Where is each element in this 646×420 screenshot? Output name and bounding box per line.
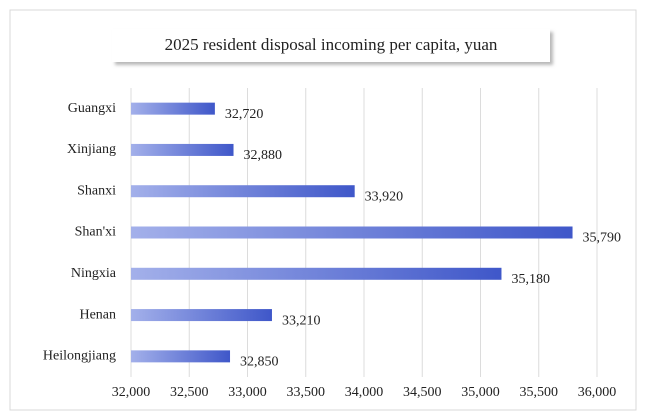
- x-tick-label: 33,000: [228, 385, 267, 400]
- y-tick-label: Shanxi: [77, 183, 116, 198]
- bar: [131, 143, 234, 156]
- data-label: 32,720: [225, 107, 264, 122]
- x-tick-label: 34,500: [403, 385, 442, 400]
- bar: [131, 350, 231, 363]
- y-tick-label: Xinjiang: [67, 142, 116, 157]
- x-tick-label: 35,500: [520, 385, 559, 400]
- y-tick-label: Shan'xi: [75, 225, 117, 240]
- bar: [131, 267, 502, 280]
- x-tick-label: 32,500: [170, 385, 209, 400]
- y-tick-label: Henan: [79, 307, 116, 322]
- chart-border: [9, 9, 637, 411]
- y-tick-label: Guangxi: [68, 101, 116, 116]
- x-tick-label: 36,000: [578, 385, 617, 400]
- chart-title: 2025 resident disposal incoming per capi…: [165, 35, 498, 54]
- y-tick-label: Ningxia: [71, 266, 117, 281]
- data-label: 33,210: [282, 313, 321, 328]
- x-tick-label: 33,500: [287, 385, 326, 400]
- data-label: 35,790: [583, 231, 622, 246]
- x-tick-label: 34,000: [345, 385, 384, 400]
- x-tick-label: 32,000: [112, 385, 151, 400]
- data-label: 32,880: [244, 148, 283, 163]
- data-label: 35,180: [511, 272, 549, 287]
- data-label: 32,850: [240, 355, 279, 370]
- y-tick-label: Heilongjiang: [43, 349, 116, 364]
- bar: [131, 226, 573, 239]
- title-box: [112, 29, 550, 62]
- data-label: 33,920: [365, 189, 404, 204]
- bar: [131, 102, 215, 115]
- bar: [131, 185, 355, 198]
- x-tick-label: 35,000: [461, 385, 500, 400]
- bar: [131, 309, 272, 322]
